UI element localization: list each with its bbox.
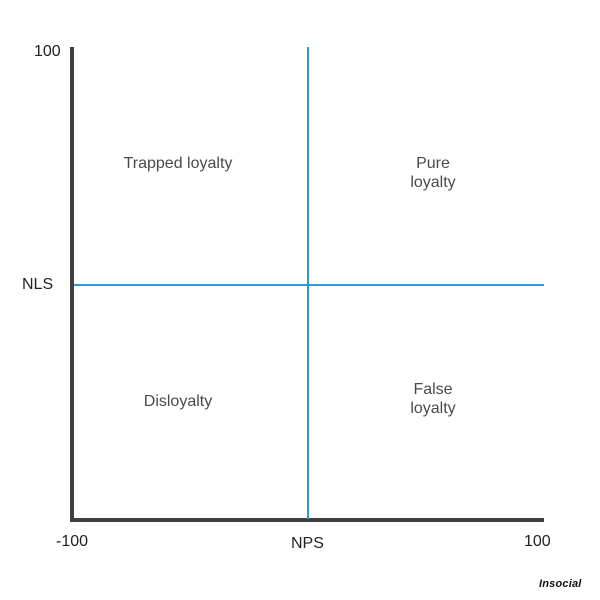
y-axis-max-label: 100 bbox=[34, 43, 61, 60]
horizontal-divider-line bbox=[74, 284, 544, 286]
vertical-divider-line bbox=[307, 47, 309, 519]
y-axis-line bbox=[70, 47, 74, 522]
quadrant-disloyalty: Disloyalty bbox=[143, 393, 213, 410]
quadrant-trapped-loyalty: Trapped loyalty bbox=[123, 155, 233, 172]
x-axis-min-label: -100 bbox=[56, 533, 89, 550]
x-axis-max-label: 100 bbox=[524, 533, 551, 550]
quadrant-false-loyalty: False loyalty bbox=[410, 381, 456, 417]
x-axis-title: NPS bbox=[291, 535, 324, 552]
y-axis-title: NLS bbox=[22, 276, 54, 293]
quadrant-pure-loyalty: Pure loyalty bbox=[410, 155, 456, 191]
brand-logo: Insocial bbox=[539, 578, 582, 590]
x-axis-line bbox=[70, 518, 544, 522]
